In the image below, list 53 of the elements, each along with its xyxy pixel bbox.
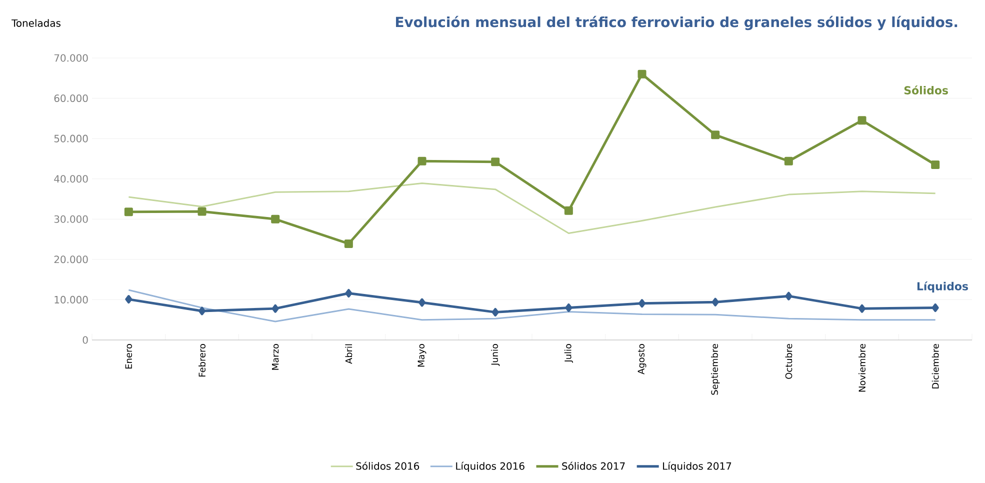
point [198, 207, 206, 216]
point [345, 289, 352, 298]
x-tick-label: Junio [491, 344, 500, 366]
point [785, 292, 792, 300]
x-tick-label: Febrero [198, 344, 206, 376]
point [418, 298, 426, 307]
point [418, 156, 426, 166]
point [564, 206, 573, 215]
x-tick-label: Septiembre [711, 344, 720, 395]
x-tick-label: Marzo [272, 344, 279, 370]
y-tick-label: 40.000 [54, 175, 88, 183]
x-tick-label: Noviembre [858, 344, 866, 392]
y-tick-label: 60.000 [54, 94, 88, 102]
point [858, 116, 866, 125]
x-tick-label: Abril [345, 344, 352, 364]
y-tick-label: 10.000 [54, 296, 88, 304]
point [784, 156, 793, 166]
x-tick-label: Enero [125, 344, 132, 368]
point [492, 308, 499, 316]
point [638, 299, 646, 308]
x-tick-label: Agosto [638, 344, 646, 374]
legend-label: Líquidos 2016 [456, 462, 524, 472]
x-tick-label: Octubre [785, 344, 792, 379]
point [638, 70, 646, 78]
point [858, 304, 866, 313]
point [565, 304, 572, 312]
point [932, 304, 939, 312]
point [271, 214, 280, 224]
point [712, 298, 719, 306]
point [344, 239, 353, 248]
x-tick-label: Julio [564, 344, 573, 363]
point [125, 295, 132, 304]
y-tick-label: 70.000 [54, 54, 88, 62]
point [491, 158, 500, 166]
point [272, 304, 279, 313]
legend-label: Líquidos 2017 [663, 462, 732, 472]
annotation: Líquidos [917, 281, 968, 293]
y-tick-label: 30.000 [54, 215, 88, 223]
x-tick-label: Mayo [418, 344, 426, 367]
legend-label: Sólidos 2016 [356, 462, 420, 470]
annotation: Sólidos [904, 86, 948, 94]
y-tick-label: 50.000 [54, 134, 88, 142]
y-axis-title: Toneladas [12, 19, 60, 27]
point [198, 306, 206, 316]
x-tick-label: Diciembre [932, 344, 939, 388]
legend-label: Sólidos 2017 [562, 462, 625, 470]
point [711, 130, 720, 140]
y-tick-label: 0 [82, 336, 88, 344]
line-series [128, 182, 936, 234]
point [124, 208, 133, 216]
chart-title: Evolución mensual del tráfico ferroviario de graneles sólidos y líquidos. [396, 16, 958, 30]
y-tick-label: 20.000 [54, 256, 88, 264]
point [931, 160, 940, 169]
